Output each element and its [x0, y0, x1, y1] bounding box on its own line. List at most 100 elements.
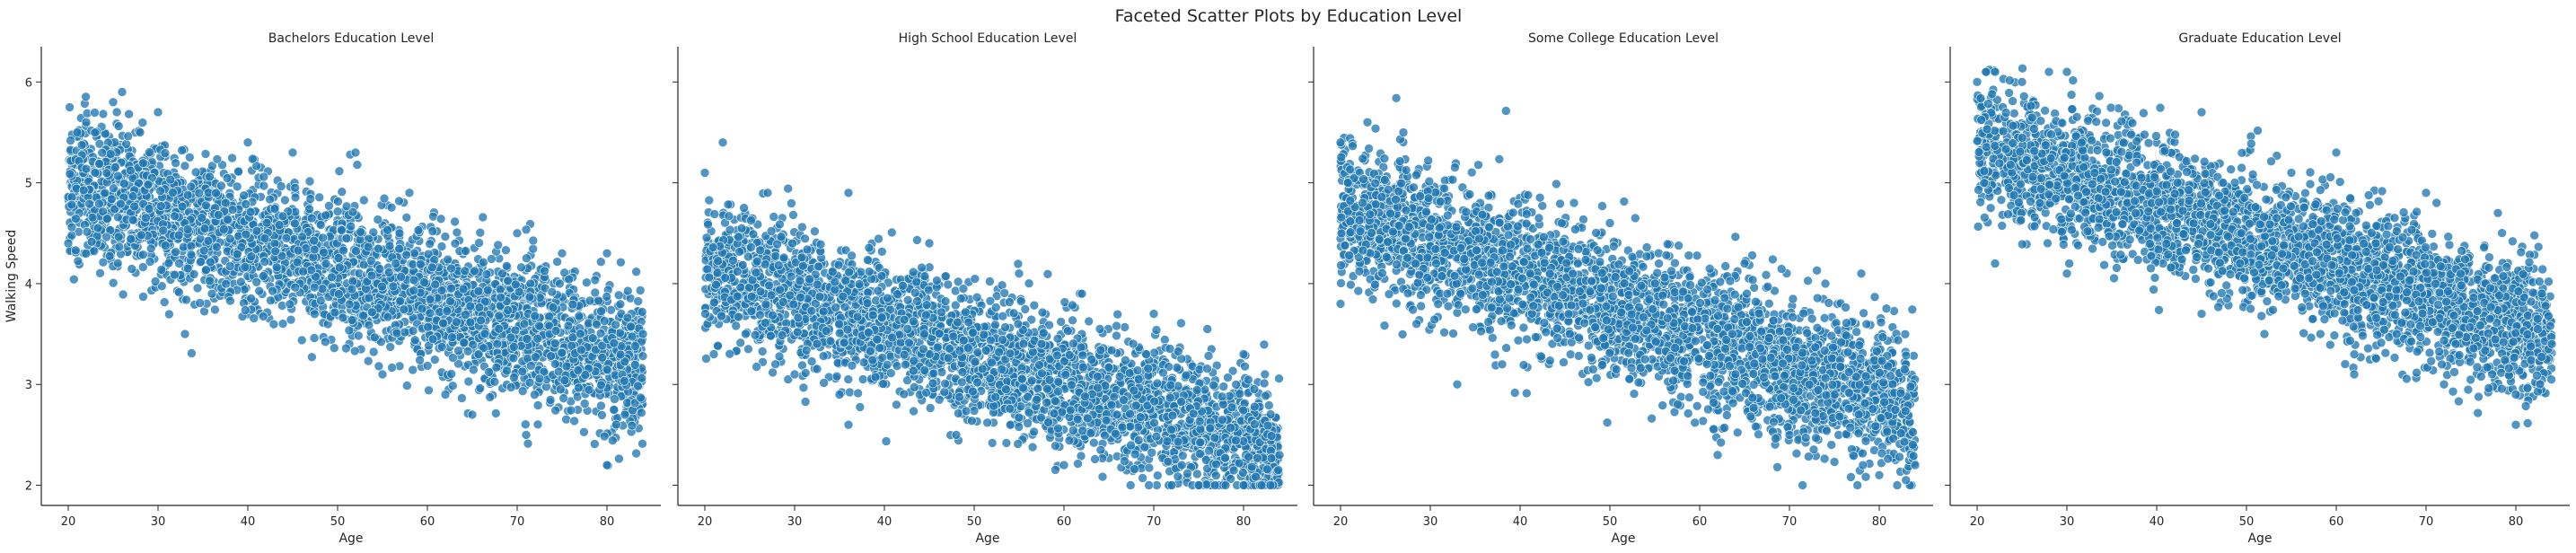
data-point: [304, 204, 314, 215]
data-point: [636, 392, 646, 403]
data-point: [1020, 304, 1031, 314]
data-point: [550, 326, 561, 336]
data-point: [66, 199, 77, 210]
data-point: [435, 214, 446, 224]
data-point: [595, 257, 606, 268]
data-point: [452, 227, 462, 238]
data-point: [84, 198, 94, 209]
data-point: [509, 373, 519, 382]
data-point: [970, 274, 980, 284]
data-point: [494, 311, 505, 321]
data-point: [399, 304, 409, 315]
data-point: [285, 299, 295, 310]
data-point: [545, 395, 556, 405]
data-point: [137, 118, 148, 127]
data-point: [492, 338, 503, 349]
data-point: [259, 257, 270, 267]
data-point: [321, 259, 331, 269]
data-point: [559, 375, 570, 386]
data-point: [344, 299, 355, 310]
data-point: [72, 127, 83, 137]
y-tick-label: 5: [25, 178, 32, 191]
data-point: [438, 318, 449, 329]
y-tick-label: 6: [25, 76, 32, 90]
data-point: [630, 341, 640, 351]
data-point: [240, 305, 251, 315]
data-point: [145, 147, 154, 157]
data-point: [71, 214, 81, 224]
data-point: [306, 265, 317, 276]
data-point: [506, 382, 516, 392]
data-point: [547, 286, 558, 297]
data-point: [364, 293, 374, 303]
data-point: [165, 174, 175, 185]
data-point: [494, 323, 505, 334]
data-point: [281, 233, 292, 243]
data-point: [548, 303, 558, 312]
data-point: [293, 245, 303, 256]
data-point: [367, 307, 377, 318]
data-point: [212, 154, 223, 164]
scatter-points: [63, 87, 648, 471]
data-point: [555, 278, 565, 289]
data-point: [309, 244, 320, 255]
data-point: [582, 277, 592, 288]
data-point: [611, 320, 621, 330]
data-point: [637, 329, 648, 339]
data-point: [741, 329, 751, 339]
data-point: [561, 361, 572, 372]
data-point: [626, 321, 636, 332]
data-point: [478, 212, 488, 223]
data-point: [222, 173, 233, 183]
data-point: [479, 329, 490, 339]
data-point: [1151, 325, 1162, 335]
data-point: [114, 241, 125, 252]
data-point: [95, 268, 105, 278]
data-point: [111, 107, 122, 118]
data-point: [467, 409, 478, 420]
data-point: [182, 190, 193, 200]
data-point: [609, 405, 620, 415]
data-point: [377, 369, 388, 380]
data-point: [450, 216, 460, 227]
data-point: [112, 258, 123, 268]
data-point: [383, 268, 394, 277]
data-point: [401, 213, 412, 223]
data-point: [502, 365, 512, 376]
data-point: [800, 233, 810, 244]
data-point: [158, 225, 168, 236]
data-point: [373, 215, 383, 224]
data-point: [246, 294, 257, 303]
data-point: [113, 121, 124, 131]
data-point: [71, 245, 81, 256]
data-point: [520, 419, 531, 430]
data-point: [186, 241, 197, 251]
data-point: [590, 287, 601, 298]
data-point: [552, 257, 562, 267]
data-point: [66, 136, 75, 145]
data-point: [247, 154, 258, 164]
data-point: [1063, 326, 1073, 337]
data-point: [549, 338, 560, 348]
data-point: [305, 194, 316, 204]
data-point: [186, 250, 197, 259]
data-point: [413, 225, 424, 235]
data-point: [787, 238, 797, 249]
data-point: [633, 296, 644, 306]
data-point: [557, 347, 567, 358]
data-point: [400, 327, 410, 338]
x-tick-label: 60: [420, 515, 435, 529]
data-point: [127, 191, 138, 201]
data-point: [338, 312, 348, 323]
data-point: [845, 387, 855, 398]
data-point: [351, 246, 361, 256]
data-point: [309, 235, 319, 246]
data-point: [503, 305, 514, 315]
data-point: [195, 298, 205, 308]
data-point: [108, 97, 119, 108]
data-point: [810, 226, 820, 237]
data-point: [374, 264, 385, 274]
data-point: [374, 361, 384, 372]
data-point: [1056, 317, 1066, 327]
data-point: [211, 188, 221, 198]
